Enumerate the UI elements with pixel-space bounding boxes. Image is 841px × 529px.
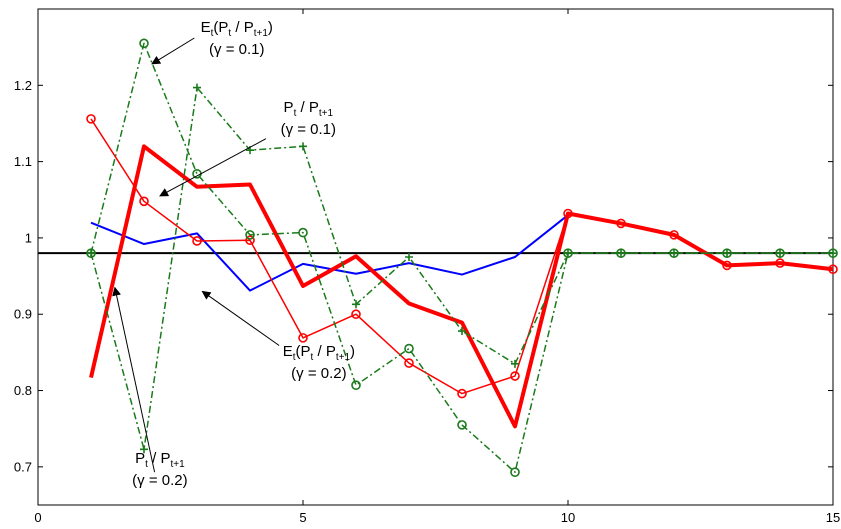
- plot-area: [37, 8, 834, 506]
- x-tick-label: 5: [299, 510, 306, 525]
- annotation-3: Et​(Pt​ / Pt+1​) (γ = 0.2): [201, 290, 355, 382]
- data-point: [669, 248, 679, 258]
- y-tick-label: 0.7: [14, 459, 32, 474]
- data-point: [140, 445, 148, 454]
- data-point: [828, 248, 838, 258]
- tick-layer: 0 5 10 15 0.7 0.8 0.9 1 1.1 1.2: [14, 9, 840, 525]
- data-point: [193, 83, 201, 92]
- annotation-text: (γ = 0.1): [281, 121, 336, 138]
- data-point: [511, 359, 519, 368]
- annotation-2: Pt​ / Pt+1​ (γ = 0.1): [159, 99, 336, 197]
- annotation-4: Pt​ / Pt+1​ (γ = 0.2): [112, 286, 188, 489]
- data-point: [510, 467, 520, 477]
- data-point: [139, 196, 149, 207]
- subscript: t: [228, 28, 231, 39]
- text-segment: (γ = 0.2): [132, 472, 187, 489]
- data-point: [616, 248, 626, 258]
- data-point: [563, 208, 573, 219]
- data-point: [192, 236, 202, 246]
- annotation-text: (γ = 0.2): [291, 365, 346, 382]
- text-segment: E: [283, 343, 293, 360]
- y-tick-label: 0.8: [14, 383, 32, 398]
- text-segment: (γ = 0.2): [291, 365, 346, 382]
- series-4: [87, 83, 837, 454]
- series-3: [86, 114, 838, 399]
- series-line: [90, 118, 834, 395]
- x-tick-label: 10: [561, 510, 575, 525]
- series-layer: [38, 38, 838, 477]
- subscript: t+1: [170, 459, 185, 470]
- data-point: [458, 327, 466, 336]
- annotation-text: Pt​ / Pt+1​: [284, 99, 334, 119]
- data-point: [722, 260, 732, 271]
- text-segment: (γ = 0.1): [281, 121, 336, 138]
- annotation-layer: Et​(Pt​ / Pt+1​) (γ = 0.1) Pt​ / Pt+1​ (γ =…: [112, 19, 355, 489]
- text-segment: / P: [296, 99, 319, 116]
- series-5: [86, 38, 838, 477]
- data-point: [352, 300, 360, 309]
- text-segment: / P: [231, 19, 254, 36]
- data-point: [828, 264, 838, 275]
- data-point: [245, 230, 255, 240]
- subscript: t: [294, 108, 297, 119]
- data-point: [245, 235, 255, 246]
- data-point: [669, 230, 679, 240]
- data-point: [351, 309, 361, 320]
- subscript: t+1: [336, 352, 351, 363]
- text-segment: ): [268, 19, 273, 36]
- text-segment: P: [284, 99, 294, 116]
- text-segment: (P: [213, 19, 228, 36]
- y-tick-label: 1.2: [14, 78, 32, 93]
- annotation-text: Et​(Pt​ / Pt+1​): [201, 19, 273, 39]
- subscript: t+1: [254, 28, 269, 39]
- text-segment: ): [350, 343, 355, 360]
- y-tick-label: 1.1: [14, 154, 32, 169]
- data-point: [510, 371, 520, 381]
- x-tick-label: 0: [34, 510, 41, 525]
- data-point: [616, 218, 626, 229]
- text-segment: P: [135, 450, 145, 467]
- annotation-arrow: [151, 37, 195, 65]
- subscript: t+1: [319, 108, 334, 119]
- data-point: [298, 227, 308, 238]
- data-point: [298, 333, 308, 343]
- data-point: [405, 253, 413, 261]
- text-segment: / P: [313, 343, 336, 360]
- data-point: [775, 248, 785, 258]
- subscript: t: [211, 28, 214, 39]
- y-tick-label: 1: [25, 230, 32, 245]
- data-point: [404, 358, 414, 368]
- data-point: [86, 114, 96, 124]
- data-point: [563, 248, 573, 258]
- data-point: [86, 248, 96, 258]
- series-line: [90, 42, 833, 473]
- text-segment: E: [201, 19, 211, 36]
- text-segment: (P: [296, 343, 311, 360]
- data-point: [351, 380, 361, 390]
- data-point: [457, 420, 467, 430]
- text-segment: (γ = 0.1): [209, 41, 264, 58]
- annotation-arrow: [159, 138, 267, 197]
- annotation-arrow: [112, 286, 156, 473]
- x-tick-label: 15: [826, 510, 840, 525]
- annotation-text: (γ = 0.2): [132, 472, 187, 489]
- annotation-text: (γ = 0.1): [209, 41, 264, 58]
- annotation-1: Et​(Pt​ / Pt+1​) (γ = 0.1): [151, 19, 273, 65]
- data-point: [775, 258, 785, 268]
- text-segment: / P: [148, 450, 171, 467]
- data-point: [722, 248, 732, 258]
- data-point: [457, 388, 467, 399]
- subscript: t: [293, 352, 296, 363]
- y-tick-label: 0.9: [14, 307, 32, 322]
- data-point: [299, 142, 307, 151]
- series-line: [90, 86, 833, 451]
- annotation-text: Et​(Pt​ / Pt+1​): [283, 343, 355, 363]
- data-point: [139, 38, 149, 49]
- subscript: t: [145, 459, 148, 470]
- data-point: [404, 343, 414, 354]
- annotation-arrow: [201, 290, 280, 346]
- annotation-text: Pt​ / Pt+1​: [135, 450, 185, 470]
- subscript: t: [311, 352, 314, 363]
